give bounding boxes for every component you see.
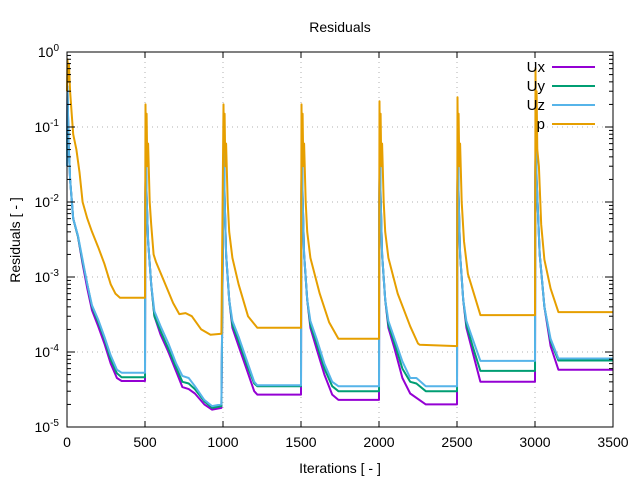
y-tick-label: 10-3 <box>35 268 60 285</box>
x-tick-labels: 0 500 1000 1500 2000 2500 3000 3500 <box>63 434 629 450</box>
y-tick-label: 10-4 <box>35 343 60 360</box>
x-tick-label: 0 <box>63 434 71 450</box>
x-tick-label: 1000 <box>207 434 238 450</box>
legend-label-uy: Uy <box>527 78 546 95</box>
grid <box>67 52 613 427</box>
legend-label-p: p <box>537 116 545 133</box>
plot-frame <box>66 51 614 428</box>
series-line-uz <box>66 85 613 408</box>
axis-ticks <box>66 51 614 428</box>
y-tick-label: 100 <box>38 43 60 60</box>
y-axis-label: Residuals [ - ] <box>7 197 23 283</box>
x-tick-label: 3000 <box>519 434 550 450</box>
series-layer <box>66 58 613 411</box>
x-axis-label: Iterations [ - ] <box>299 460 381 476</box>
x-tick-label: 500 <box>133 434 157 450</box>
y-tick-label: 10-5 <box>35 418 60 435</box>
y-tick-labels: 10-5 10-4 10-3 10-2 10-1 100 <box>35 43 60 435</box>
series-line-p <box>66 58 613 348</box>
legend-label-ux: Ux <box>527 59 546 76</box>
legend-label-uz: Uz <box>527 97 545 114</box>
x-tick-label: 1500 <box>285 434 316 450</box>
x-tick-label: 2500 <box>441 434 472 450</box>
x-tick-label: 2000 <box>363 434 394 450</box>
y-tick-label: 10-1 <box>35 118 60 135</box>
legend: Ux Uy Uz p <box>527 59 595 133</box>
x-tick-label: 3500 <box>597 434 628 450</box>
chart-title: Residuals <box>309 19 370 35</box>
y-tick-label: 10-2 <box>35 193 60 210</box>
